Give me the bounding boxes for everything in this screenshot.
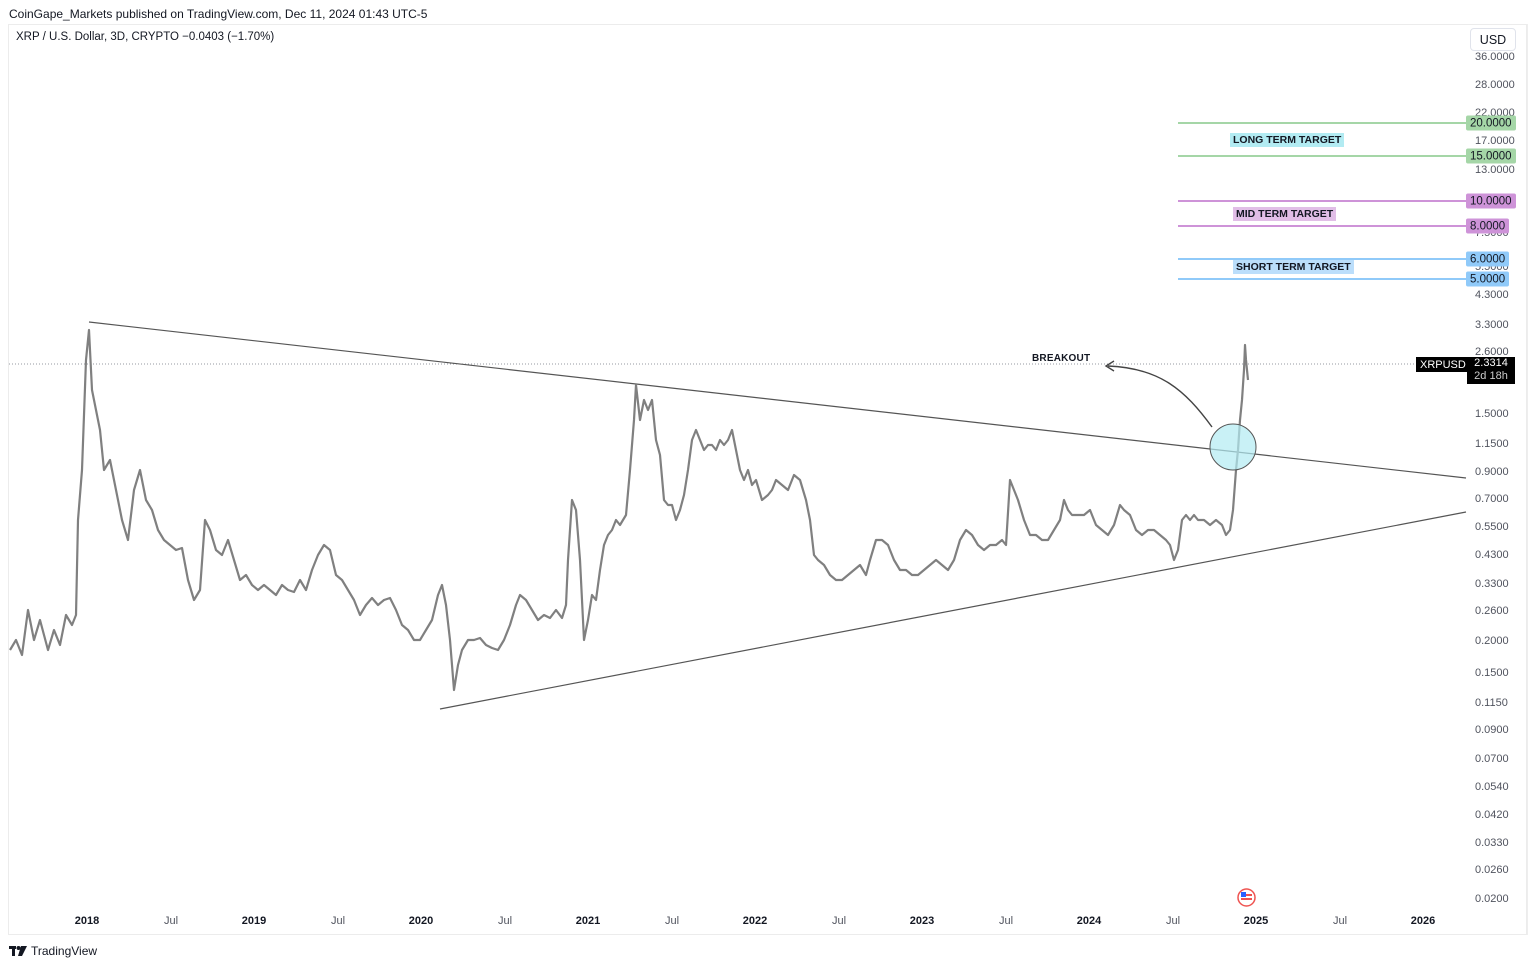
breakout-circle[interactable] (1209, 423, 1257, 471)
y-tick: 1.1500 (1475, 438, 1509, 450)
mid-term-target-lower-line[interactable] (1178, 225, 1466, 227)
price-tag-20: 20.0000 (1466, 115, 1516, 131)
price-tag-5: 5.0000 (1466, 271, 1510, 287)
y-tick: 0.2000 (1475, 635, 1509, 647)
publisher-line: CoinGape_Markets published on TradingVie… (9, 7, 428, 21)
x-tick: 2022 (742, 915, 768, 927)
tradingview-footer[interactable]: TradingView (9, 944, 97, 958)
price-axis-border (1527, 24, 1528, 935)
x-tick: 2026 (1410, 915, 1436, 927)
bar-countdown: 2d 18h (1474, 370, 1508, 382)
x-tick: 2021 (575, 915, 601, 927)
tradingview-brand: TradingView (31, 944, 98, 958)
y-tick: 0.0420 (1475, 809, 1509, 821)
short-term-target-lower-line[interactable] (1178, 278, 1466, 280)
price-tag-8: 8.0000 (1466, 218, 1510, 234)
x-tick: 2019 (241, 915, 267, 927)
long-term-target-upper-line[interactable] (1178, 122, 1466, 124)
x-tick: Jul (831, 915, 847, 927)
x-tick: Jul (330, 915, 346, 927)
x-tick: Jul (1165, 915, 1181, 927)
breakout-label: BREAKOUT (1032, 353, 1091, 364)
y-tick: 0.9000 (1475, 466, 1509, 478)
y-tick: 0.0900 (1475, 724, 1509, 736)
x-tick: 2024 (1076, 915, 1102, 927)
y-tick: 0.7000 (1475, 493, 1509, 505)
y-tick: 0.0330 (1475, 837, 1509, 849)
x-tick: Jul (497, 915, 513, 927)
long-term-target-label: LONG TERM TARGET (1230, 133, 1345, 147)
y-tick: 2.6000 (1475, 346, 1509, 358)
long-term-target-lower-line[interactable] (1178, 155, 1466, 157)
x-tick: 2025 (1243, 915, 1269, 927)
ascending-trendline[interactable] (439, 511, 1467, 710)
y-tick: 0.3300 (1475, 578, 1509, 590)
y-tick: 0.1500 (1475, 667, 1509, 679)
x-tick: Jul (664, 915, 680, 927)
y-tick: 0.1150 (1475, 697, 1508, 709)
x-tick: 2018 (74, 915, 100, 927)
symbol-tag: XRPUSD (1416, 357, 1470, 372)
x-tick: 2023 (909, 915, 935, 927)
y-tick: 36.0000 (1475, 51, 1515, 63)
y-tick: 0.0700 (1475, 753, 1509, 765)
y-tick: 0.0260 (1475, 864, 1509, 876)
mid-term-target-upper-line[interactable] (1178, 200, 1466, 202)
current-price-tag: 2.3314 2d 18h (1467, 357, 1515, 384)
y-tick: 1.5000 (1475, 408, 1509, 420)
y-tick: 0.4300 (1475, 549, 1509, 561)
price-tag-10: 10.0000 (1466, 193, 1516, 209)
short-term-target-upper-line[interactable] (1178, 258, 1466, 260)
x-tick: Jul (998, 915, 1014, 927)
y-tick: 0.0540 (1475, 781, 1509, 793)
symbol-legend: XRP / U.S. Dollar, 3D, CRYPTO −0.0403 (−… (16, 31, 275, 43)
breakout-arrow[interactable] (1107, 365, 1213, 428)
y-tick: 0.0200 (1475, 893, 1509, 905)
price-tag-15: 15.0000 (1466, 148, 1516, 164)
currency-button[interactable]: USD (1470, 28, 1516, 51)
x-tick: Jul (1332, 915, 1348, 927)
price-tag-6: 6.0000 (1466, 251, 1510, 267)
us-flag-event-icon[interactable] (1237, 888, 1256, 907)
short-term-target-label: SHORT TERM TARGET (1233, 260, 1354, 274)
chart-frame (8, 24, 1527, 935)
price-series (9, 328, 1250, 692)
arrow-head-icon (1104, 360, 1115, 372)
y-tick: 13.0000 (1475, 164, 1515, 176)
y-tick: 0.5500 (1475, 521, 1509, 533)
descending-trendline[interactable] (88, 321, 1467, 479)
x-tick: 2020 (408, 915, 434, 927)
tradingview-logo-icon (9, 946, 27, 956)
y-tick: 3.3000 (1475, 319, 1509, 331)
y-tick: 28.0000 (1475, 79, 1515, 91)
y-tick: 4.3000 (1475, 289, 1509, 301)
x-tick: Jul (163, 915, 179, 927)
current-price: 2.3314 (1474, 357, 1508, 369)
mid-term-target-label: MID TERM TARGET (1233, 207, 1337, 221)
y-tick: 17.0000 (1475, 135, 1515, 147)
y-tick: 0.2600 (1475, 605, 1509, 617)
